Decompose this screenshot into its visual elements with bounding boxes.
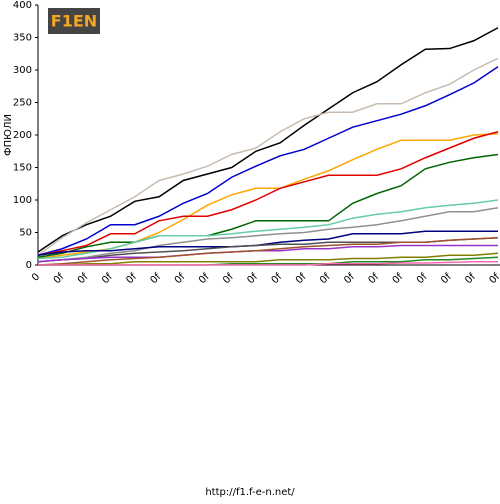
x-tick-label: 0f xyxy=(318,271,333,286)
y-tick-label: 200 xyxy=(13,130,32,141)
x-tick-label: 0f xyxy=(124,271,139,286)
x-tick-label: 0f xyxy=(149,271,164,286)
x-tick-label: 0f xyxy=(197,271,212,286)
y-axis-label: ФПЮЛИ xyxy=(3,114,14,156)
x-tick-label: 0f xyxy=(173,271,188,286)
x-tick-label: 0f xyxy=(52,271,67,286)
x-tick-label: 0f xyxy=(76,271,91,286)
x-tick-label: 0f xyxy=(270,271,285,286)
x-tick-label: 0f xyxy=(294,271,309,286)
logo: F1EN xyxy=(51,12,97,31)
x-tick-label: 0f xyxy=(221,271,236,286)
y-tick-label: 400 xyxy=(13,0,32,11)
series-line xyxy=(37,207,499,263)
series-line xyxy=(37,132,499,260)
series-line xyxy=(37,199,499,260)
x-tick-label: 0f xyxy=(100,271,115,286)
y-tick-label: 50 xyxy=(19,228,32,239)
x-tick-label: 0f xyxy=(415,271,430,286)
logo-box xyxy=(48,8,100,34)
y-tick-label: 350 xyxy=(13,33,32,44)
y-tick-label: 250 xyxy=(13,98,32,109)
y-tick-label: 100 xyxy=(13,195,32,206)
x-tick-label: 0f xyxy=(487,271,500,286)
series-line xyxy=(37,27,499,253)
y-tick-label: 150 xyxy=(13,163,32,174)
series-line xyxy=(37,244,498,263)
x-tick-label: 0f xyxy=(439,271,454,286)
series-line xyxy=(37,153,499,258)
series-line xyxy=(38,252,499,266)
x-tick-label: 0f xyxy=(463,271,478,286)
series-line xyxy=(37,131,499,256)
footer: http://f1.f-e-n.net/ xyxy=(205,487,295,498)
series-line xyxy=(38,261,498,266)
series-line xyxy=(37,66,499,256)
series-line xyxy=(37,236,499,266)
series-line xyxy=(37,57,499,256)
x-tick-label: 0f xyxy=(245,271,260,286)
series-line xyxy=(37,230,498,256)
x-tick-label: 0f xyxy=(342,271,357,286)
x-tick-label: 0f xyxy=(366,271,381,286)
x-tick-label: 0f xyxy=(391,271,406,286)
x-tick-label: 0 xyxy=(30,271,42,283)
y-tick-label: 0 xyxy=(26,260,32,271)
y-tick-label: 300 xyxy=(13,65,32,76)
